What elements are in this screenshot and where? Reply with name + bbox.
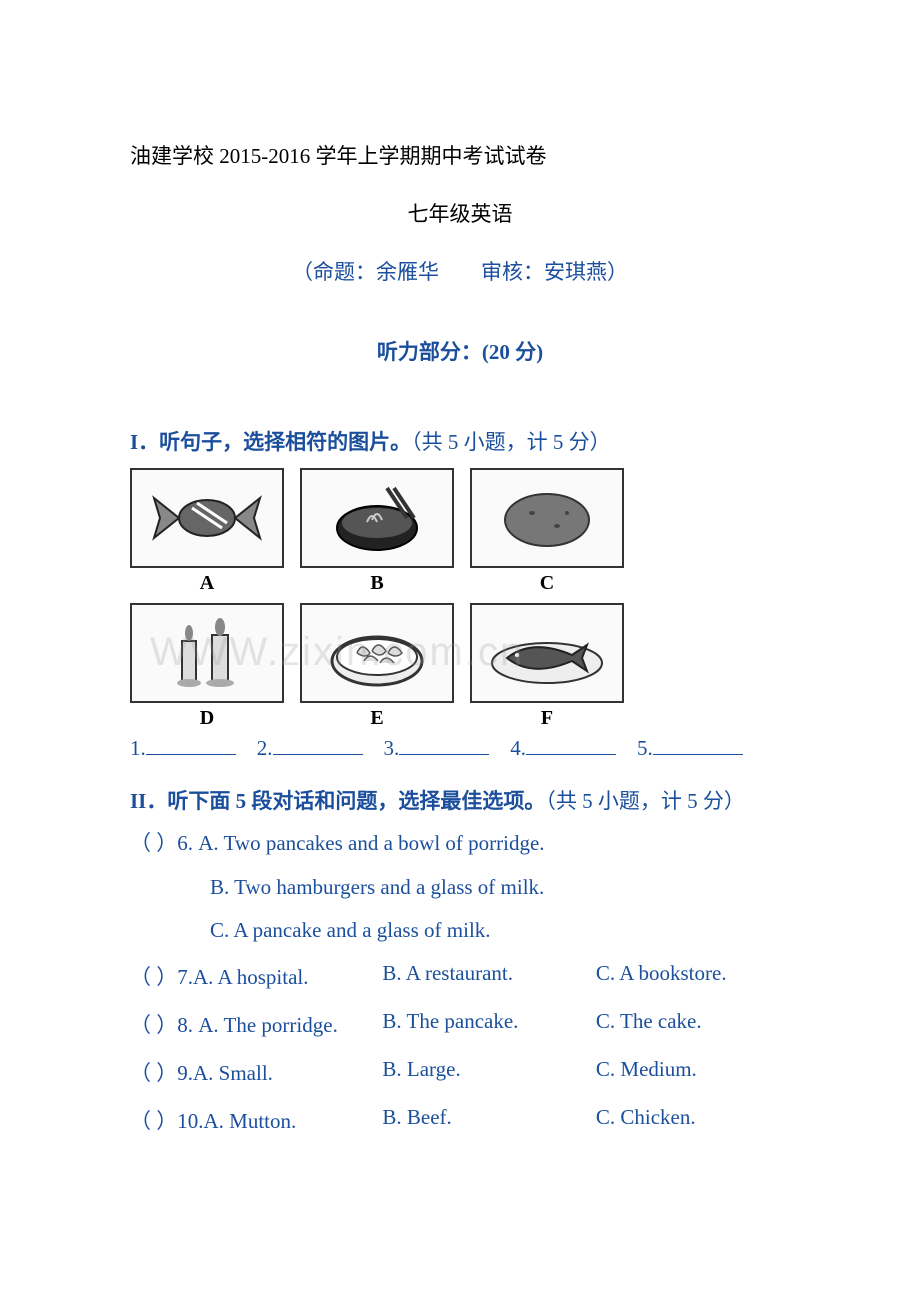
option-a: A. Mutton.: [204, 1109, 297, 1133]
picture-option: B: [300, 468, 454, 595]
question-number: （ ）7.: [130, 965, 193, 989]
option-c: C. A pancake and a glass of milk.: [210, 918, 790, 943]
option-c: C. The cake.: [596, 1009, 790, 1039]
answer-blank[interactable]: [146, 754, 236, 755]
option-b: B. A restaurant.: [382, 961, 596, 991]
blank-label: 3.: [384, 736, 400, 760]
picture-label: F: [541, 707, 553, 730]
answer-blank[interactable]: [526, 754, 616, 755]
picture-label: C: [540, 572, 554, 595]
exam-subtitle: 七年级英语: [130, 198, 790, 228]
blank-label: 2.: [257, 736, 273, 760]
question-number: （ ）6.: [130, 831, 198, 855]
picture-label: D: [200, 707, 214, 730]
dumplings-bowl-icon: [300, 603, 454, 703]
noodles-pot-icon: [300, 468, 454, 568]
picture-option: A: [130, 468, 284, 595]
candy-icon: [130, 468, 284, 568]
picture-option: F: [470, 603, 624, 730]
question-number: （ ）8.: [130, 1013, 198, 1037]
part1-instruction-bold: I．听句子，选择相符的图片。: [130, 430, 411, 454]
part2-instruction-bold: II．听下面 5 段对话和问题，选择最佳选项。: [130, 789, 545, 813]
picture-options-grid: A B C D E: [130, 468, 625, 730]
question-9: （ ）9.A. Small. B. Large. C. Medium.: [130, 1057, 790, 1087]
option-a: A. Two pancakes and a bowl of porridge.: [198, 831, 544, 855]
fish-plate-icon: [470, 603, 624, 703]
question-number: （ ）10.: [130, 1109, 204, 1133]
option-a: A. Small.: [193, 1061, 273, 1085]
option-c: C. Medium.: [596, 1057, 790, 1087]
option-b: B. Beef.: [382, 1105, 596, 1135]
blank-label: 1.: [130, 736, 146, 760]
question-6: （ ）6. A. Two pancakes and a bowl of porr…: [130, 827, 790, 857]
part2-instruction: II．听下面 5 段对话和问题，选择最佳选项。（共 5 小题，计 5 分）: [130, 785, 790, 815]
picture-label: E: [370, 707, 383, 730]
answer-blank[interactable]: [273, 754, 363, 755]
picture-option: D: [130, 603, 284, 730]
part1-instruction-rest: （共 5 小题，计 5 分）: [411, 430, 611, 454]
option-a: A. The porridge.: [198, 1013, 338, 1037]
option-b: B. Two hamburgers and a glass of milk.: [210, 875, 790, 900]
exam-header-title: 油建学校 2015-2016 学年上学期期中考试试卷: [130, 140, 790, 170]
answer-blank[interactable]: [399, 754, 489, 755]
picture-label: A: [200, 572, 214, 595]
answer-blank[interactable]: [653, 754, 743, 755]
picture-option: E: [300, 603, 454, 730]
question-number: （ ）9.: [130, 1061, 193, 1085]
option-c: C. Chicken.: [596, 1105, 790, 1135]
picture-label: B: [370, 572, 383, 595]
part1-instruction: I．听句子，选择相符的图片。（共 5 小题，计 5 分）: [130, 426, 790, 456]
part2-instruction-rest: （共 5 小题，计 5 分）: [545, 789, 745, 813]
potato-icon: [470, 468, 624, 568]
option-a: A. A hospital.: [193, 965, 309, 989]
option-c: C. A bookstore.: [596, 961, 790, 991]
option-b: B. Large.: [382, 1057, 596, 1087]
exam-authors: （命题：余雁华 审核：安琪燕）: [130, 256, 790, 286]
listening-section-title: 听力部分：(20 分): [130, 336, 790, 366]
question-8: （ ）8. A. The porridge. B. The pancake. C…: [130, 1009, 790, 1039]
picture-option: C: [470, 468, 624, 595]
question-7: （ ）7.A. A hospital. B. A restaurant. C. …: [130, 961, 790, 991]
candles-icon: [130, 603, 284, 703]
blank-label: 5.: [637, 736, 653, 760]
question-10: （ ）10.A. Mutton. B. Beef. C. Chicken.: [130, 1105, 790, 1135]
answer-blanks-row: 1. 2. 3. 4. 5.: [130, 736, 790, 761]
blank-label: 4.: [510, 736, 526, 760]
option-b: B. The pancake.: [382, 1009, 596, 1039]
